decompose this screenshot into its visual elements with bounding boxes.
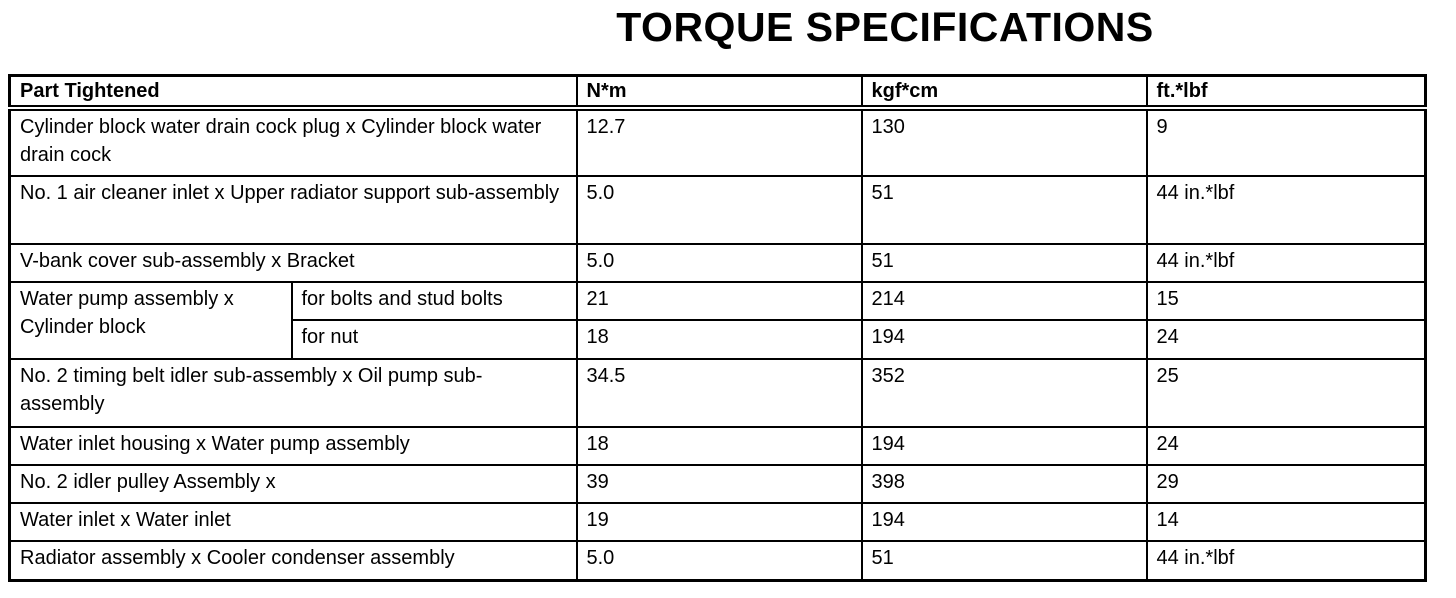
part-cell: V-bank cover sub-assembly x Bracket — [8, 243, 578, 283]
nm-cell: 18 — [575, 319, 863, 360]
nm-cell: 5.0 — [575, 175, 863, 245]
table-row: Water inlet x Water inlet 19 194 14 — [8, 502, 1427, 542]
table-row: No. 2 idler pulley Assembly x 39 398 29 — [8, 464, 1427, 504]
column-header-ftlbf: ft.*lbf — [1145, 74, 1427, 111]
header-row: Part Tightened N*m kgf*cm ft.*lbf — [8, 74, 1427, 111]
ftlbf-cell: 44 in.*lbf — [1145, 175, 1427, 245]
table-row: V-bank cover sub-assembly x Bracket 5.0 … — [8, 243, 1427, 283]
part-cell: Cylinder block water drain cock plug x C… — [8, 107, 578, 177]
ftlbf-cell: 44 in.*lbf — [1145, 540, 1427, 581]
kgfcm-cell: 398 — [860, 464, 1148, 504]
kgfcm-cell: 130 — [860, 107, 1148, 177]
kgfcm-cell: 194 — [860, 319, 1148, 360]
part-cell: No. 1 air cleaner inlet x Upper radiator… — [8, 175, 578, 245]
nm-cell: 12.7 — [575, 107, 863, 177]
part-cell: Water pump assembly x Cylinder block — [8, 281, 293, 360]
kgfcm-cell: 51 — [860, 540, 1148, 581]
ftlbf-cell: 25 — [1145, 358, 1427, 428]
kgfcm-cell: 214 — [860, 281, 1148, 321]
ftlbf-cell: 24 — [1145, 319, 1427, 360]
condition-cell: for nut — [290, 319, 578, 360]
title-container: TORQUE SPECIFICATIONS — [0, 0, 1456, 74]
column-header-part-tightened: Part Tightened — [8, 74, 578, 111]
kgfcm-cell: 51 — [860, 175, 1148, 245]
part-cell: Radiator assembly x Cooler condenser ass… — [8, 540, 578, 581]
table-row: Water pump assembly x Cylinder block for… — [8, 281, 1427, 360]
nm-cell: 5.0 — [575, 243, 863, 283]
part-cell: Water inlet housing x Water pump assembl… — [8, 426, 578, 466]
ftlbf-cell: 24 — [1145, 426, 1427, 466]
kgfcm-cell: 51 — [860, 243, 1148, 283]
part-cell: No. 2 timing belt idler sub-assembly x O… — [8, 358, 578, 428]
nm-cell: 34.5 — [575, 358, 863, 428]
ftlbf-cell: 15 — [1145, 281, 1427, 321]
table-row: Water inlet housing x Water pump assembl… — [8, 426, 1427, 466]
table-row: for nut 18 194 24 — [10, 319, 1427, 360]
nm-cell: 21 — [575, 281, 863, 321]
kgfcm-cell: 194 — [860, 502, 1148, 542]
ftlbf-cell: 44 in.*lbf — [1145, 243, 1427, 283]
table-row: No. 2 timing belt idler sub-assembly x O… — [8, 358, 1427, 428]
kgfcm-cell: 352 — [860, 358, 1148, 428]
nm-cell: 18 — [575, 426, 863, 466]
page-title: TORQUE SPECIFICATIONS — [616, 4, 1154, 50]
ftlbf-cell: 9 — [1145, 107, 1427, 177]
nm-cell: 39 — [575, 464, 863, 504]
table-row: No. 1 air cleaner inlet x Upper radiator… — [8, 175, 1427, 245]
nm-cell: 5.0 — [575, 540, 863, 581]
column-header-nm: N*m — [575, 74, 863, 111]
part-cell: Water inlet x Water inlet — [8, 502, 578, 542]
nm-cell: 19 — [575, 502, 863, 542]
table-row: Cylinder block water drain cock plug x C… — [8, 107, 1427, 177]
condition-cell: for bolts and stud bolts — [290, 281, 578, 321]
part-cell: No. 2 idler pulley Assembly x — [8, 464, 578, 504]
ftlbf-cell: 29 — [1145, 464, 1427, 504]
ftlbf-cell: 14 — [1145, 502, 1427, 542]
torque-specifications-table: Part Tightened N*m kgf*cm ft.*lbf Cylind… — [8, 74, 1427, 582]
kgfcm-cell: 194 — [860, 426, 1148, 466]
column-header-kgfcm: kgf*cm — [860, 74, 1148, 111]
table-row: Radiator assembly x Cooler condenser ass… — [8, 540, 1427, 581]
